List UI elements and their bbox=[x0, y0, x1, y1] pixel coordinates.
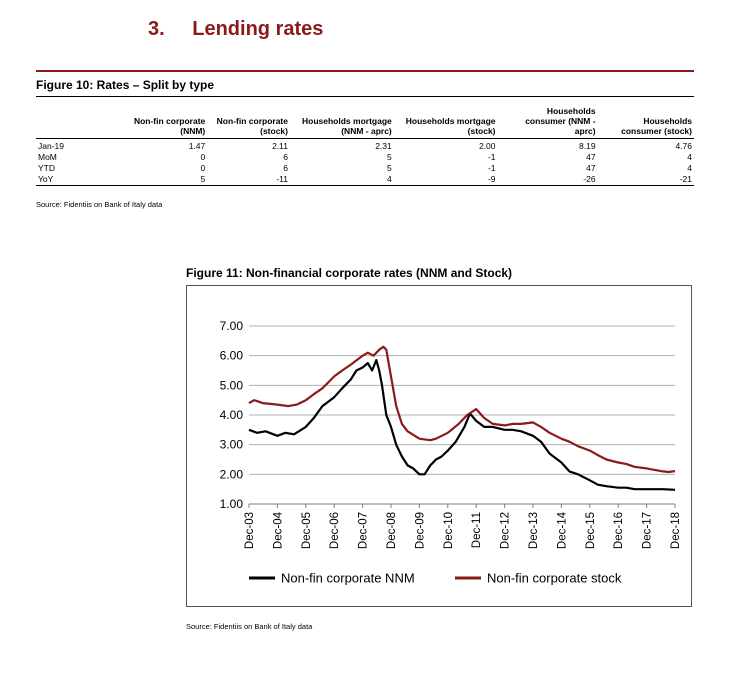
x-tick-label: Dec-09 bbox=[414, 512, 426, 549]
table-cell: 0 bbox=[200, 163, 206, 173]
table-cell: 6 bbox=[283, 152, 288, 162]
row-label: Jan-19 bbox=[38, 141, 64, 151]
x-tick-label: Dec-14 bbox=[556, 511, 568, 549]
table-cell: -1 bbox=[487, 152, 496, 162]
chart-series bbox=[248, 345, 676, 491]
table-cell: 4 bbox=[687, 163, 692, 173]
table-cell: 1.47 bbox=[188, 141, 206, 151]
figure10-title: Figure 10: Rates – Split by type bbox=[36, 78, 215, 92]
header-line: Households bbox=[546, 106, 596, 116]
figure10-top-rule bbox=[36, 96, 694, 97]
table-cell: 47 bbox=[586, 152, 596, 162]
figure10-source: Source: Fidentiis on Bank of Italy data bbox=[36, 200, 163, 209]
x-tick-label: Dec-13 bbox=[528, 512, 540, 549]
rates-table: Non-fin corporate (NNM) Non-fin corporat… bbox=[36, 106, 694, 186]
y-tick-label: 6.00 bbox=[220, 349, 244, 363]
figure11-source: Source: Fidentiis on Bank of Italy data bbox=[186, 622, 313, 631]
chart-legend: Non-fin corporate NNM Non-fin corporate s… bbox=[249, 571, 622, 586]
line-chart: 1.002.003.004.005.006.007.00 Dec-03 Dec-0… bbox=[220, 319, 682, 586]
row-label: YTD bbox=[38, 163, 55, 173]
section-heading: 3. Lending rates bbox=[148, 18, 323, 41]
table-cell: -26 bbox=[583, 174, 596, 184]
x-tick-label: Dec-15 bbox=[585, 512, 597, 549]
table-cell: 5 bbox=[200, 174, 206, 184]
header-empty bbox=[36, 106, 115, 139]
legend-label: Non-fin corporate NNM bbox=[281, 571, 415, 586]
section-divider bbox=[36, 70, 694, 72]
header-hh-mortgage-stock: Households mortgage (stock) bbox=[394, 106, 498, 139]
x-tick-label: Dec-11 bbox=[471, 512, 483, 548]
table-row: MoM 0 6 5 -1 47 4 bbox=[36, 152, 694, 163]
x-tick-label: Dec-17 bbox=[642, 512, 654, 549]
table-cell: 4 bbox=[387, 174, 392, 184]
y-tick-label: 5.00 bbox=[220, 378, 244, 392]
table-cell: 8.19 bbox=[579, 141, 596, 151]
table-cell: -9 bbox=[487, 174, 496, 184]
table-cell: 0 bbox=[200, 152, 206, 162]
table-cell: 2.00 bbox=[478, 141, 496, 151]
table-cell: 5 bbox=[387, 152, 392, 162]
table-cell: -21 bbox=[679, 174, 692, 184]
y-tick-label: 2.00 bbox=[220, 467, 244, 481]
chart-grid bbox=[249, 325, 675, 505]
x-tick-label: Dec-05 bbox=[301, 512, 313, 549]
header-line: (stock) bbox=[467, 126, 496, 136]
table-cell: -1 bbox=[487, 163, 496, 173]
x-tick-label: Dec-18 bbox=[670, 512, 682, 549]
header-line: (stock) bbox=[260, 126, 288, 136]
table-cell: 6 bbox=[283, 163, 288, 173]
header-nfc-stock: Non-fin corporate (stock) bbox=[207, 106, 290, 139]
chart-frame: 1.00 2.00 3.00 4.00 5.00 6.00 7.00 Dec-03 Dec-0… bbox=[186, 285, 692, 607]
x-tick-label: Dec-07 bbox=[358, 512, 370, 549]
header-line: Non-fin corporate bbox=[216, 116, 288, 126]
series-line-stock bbox=[248, 345, 676, 474]
x-tick-label: Dec-10 bbox=[443, 512, 455, 549]
section-title: Lending rates bbox=[192, 18, 324, 40]
header-line: (NNM) bbox=[180, 126, 206, 136]
header-hh-consumer-nnm: Households consumer (NNM - aprc) bbox=[498, 106, 598, 139]
x-tick-label: Dec-06 bbox=[329, 512, 341, 549]
x-axis-ticks: Dec-03 Dec-04 Dec-05 Dec-06 Dec-07 Dec-08 Dec-… bbox=[244, 504, 682, 549]
header-line: Households mortgage bbox=[302, 116, 392, 126]
table-cell: 47 bbox=[586, 163, 596, 173]
header-line: consumer (stock) bbox=[621, 126, 692, 136]
table-cell: 2.31 bbox=[375, 141, 392, 151]
rates-table-header: Non-fin corporate (NNM) Non-fin corporat… bbox=[36, 106, 694, 139]
y-tick-label: 4.00 bbox=[220, 408, 244, 422]
row-label: MoM bbox=[38, 152, 57, 162]
figure11-title: Figure 11: Non-financial corporate rates… bbox=[186, 266, 513, 280]
header-line: Households bbox=[643, 116, 692, 126]
section-number: 3. bbox=[148, 18, 165, 40]
table-cell: 5 bbox=[387, 163, 392, 173]
x-tick-label: Dec-03 bbox=[244, 512, 256, 549]
y-tick-label: 3.00 bbox=[220, 438, 244, 452]
y-tick-label: 7.00 bbox=[220, 319, 244, 333]
header-nfc-nnm: Non-fin corporate (NNM) bbox=[115, 106, 207, 139]
table-cell: -11 bbox=[276, 174, 288, 184]
x-tick-label: Dec-16 bbox=[613, 512, 625, 549]
header-line: (NNM - aprc) bbox=[341, 126, 392, 136]
table-row: YTD 0 6 5 -1 47 4 bbox=[36, 163, 694, 174]
header-hh-consumer-stock: Households consumer (stock) bbox=[598, 106, 694, 139]
header-line: consumer (NNM - bbox=[525, 116, 596, 126]
table-cell: 4.76 bbox=[675, 141, 692, 151]
table-row: YoY 5 -11 4 -9 -26 -21 bbox=[36, 174, 694, 186]
table-cell: 4 bbox=[687, 152, 692, 162]
y-axis-ticks: 1.00 2.00 3.00 4.00 5.00 6.00 7.00 bbox=[220, 319, 244, 511]
row-label: YoY bbox=[38, 174, 54, 184]
header-hh-mortgage-nnm: Households mortgage (NNM - aprc) bbox=[290, 106, 394, 139]
series-line-nnm bbox=[248, 359, 676, 491]
table-row: Jan-19 1.47 2.11 2.31 2.00 8.19 4.76 bbox=[36, 138, 694, 153]
y-tick-label: 1.00 bbox=[220, 497, 244, 511]
header-line: Non-fin corporate bbox=[133, 116, 206, 126]
x-tick-label: Dec-04 bbox=[272, 511, 284, 549]
header-line: aprc) bbox=[574, 126, 596, 136]
table-cell: 2.11 bbox=[272, 141, 288, 151]
legend-label: Non-fin corporate stock bbox=[487, 571, 622, 586]
x-tick-label: Dec-08 bbox=[386, 512, 398, 549]
header-line: Households mortgage bbox=[405, 116, 496, 126]
x-tick-label: Dec-12 bbox=[500, 512, 512, 549]
